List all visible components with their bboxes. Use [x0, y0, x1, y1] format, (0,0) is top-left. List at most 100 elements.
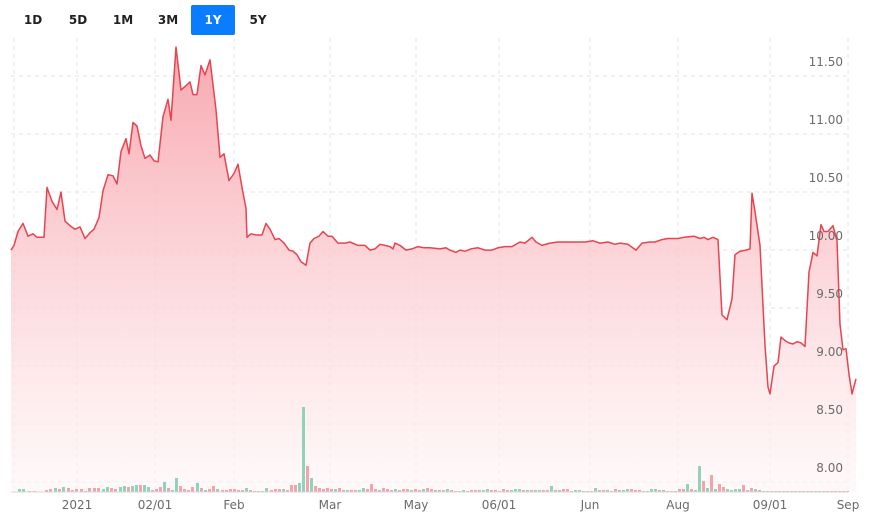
y-axis-tick-label: 9.00: [816, 345, 843, 359]
volume-bar: [410, 490, 413, 492]
volume-bar: [654, 489, 657, 492]
volume-bar: [542, 490, 545, 492]
volume-bar: [566, 489, 569, 492]
volume-bar: [298, 483, 301, 492]
volume-bar: [326, 488, 329, 492]
range-button-1y[interactable]: 1Y: [191, 5, 235, 35]
volume-bar: [196, 483, 199, 492]
volume-bar: [554, 490, 557, 492]
y-axis-tick-label: 9.50: [816, 287, 843, 301]
range-button-5y[interactable]: 5Y: [236, 5, 280, 35]
volume-bar: [630, 489, 633, 492]
volume-bar: [54, 488, 57, 492]
volume-bar: [155, 489, 158, 492]
volume-bar: [606, 490, 609, 492]
volume-bar: [426, 488, 429, 492]
volume-bar: [171, 490, 174, 492]
volume-bar: [106, 487, 109, 492]
volume-bar: [93, 488, 96, 492]
volume-bar: [314, 486, 317, 492]
volume-bar: [338, 488, 341, 492]
range-button-3m[interactable]: 3M: [146, 5, 190, 35]
volume-bar: [482, 490, 485, 492]
volume-bar: [422, 489, 425, 492]
volume-bar: [658, 490, 661, 492]
volume-bar: [602, 490, 605, 492]
x-axis-tick-label: 09/01: [753, 498, 788, 512]
volume-bar: [290, 485, 293, 492]
volume-bar: [578, 490, 581, 492]
volume-bar: [754, 489, 757, 492]
volume-bar: [229, 489, 232, 492]
volume-bar: [110, 488, 113, 492]
volume-bar: [200, 488, 203, 492]
volume-bar: [22, 489, 25, 492]
range-button-1d[interactable]: 1D: [11, 5, 55, 35]
x-axis-tick-label: 06/01: [482, 498, 517, 512]
volume-bar: [446, 489, 449, 492]
volume-bar: [614, 489, 617, 492]
volume-bar: [71, 490, 74, 492]
volume-bar: [722, 487, 725, 492]
volume-bar: [245, 488, 248, 492]
x-axis-tick-label: 2021: [62, 498, 93, 512]
volume-bar: [546, 490, 549, 492]
volume-bar: [462, 490, 465, 492]
volume-bar: [233, 489, 236, 492]
volume-bar: [225, 490, 228, 492]
volume-bar: [746, 490, 749, 492]
volume-bar: [430, 489, 433, 492]
volume-bar: [139, 485, 142, 492]
x-axis: 2021 02/01 Feb Mar May 06/01 Jun Aug 09/01 Sep: [62, 498, 860, 512]
volume-bar: [682, 489, 685, 492]
volume-bar: [221, 490, 224, 492]
volume-bar: [187, 490, 190, 492]
volume-bar: [474, 490, 477, 492]
volume-bar: [394, 489, 397, 492]
volume-bar: [726, 489, 729, 492]
range-button-1m[interactable]: 1M: [101, 5, 145, 35]
volume-bar: [618, 490, 621, 492]
x-axis-tick-label: May: [404, 498, 429, 512]
volume-bar: [18, 489, 21, 492]
volume-bar: [249, 490, 252, 492]
range-button-5d[interactable]: 5D: [56, 5, 100, 35]
volume-bar: [278, 489, 281, 492]
volume-bar: [698, 466, 701, 492]
volume-bar: [350, 490, 353, 492]
volume-bar: [538, 490, 541, 492]
volume-bars: [18, 407, 849, 492]
volume-bar: [558, 490, 561, 492]
x-axis-tick-label: Aug: [666, 498, 689, 512]
volume-bar: [594, 488, 597, 492]
volume-bar: [574, 490, 577, 492]
volume-bar: [241, 490, 244, 492]
volume-bar: [486, 489, 489, 492]
volume-bar: [80, 489, 83, 492]
volume-bar: [318, 488, 321, 492]
volume-bar: [119, 487, 122, 492]
volume-bar: [390, 490, 393, 492]
volume-bar: [212, 486, 215, 492]
volume-bar: [506, 490, 509, 492]
volume-bar: [374, 489, 377, 492]
volume-bar: [730, 490, 733, 492]
volume-bar: [526, 490, 529, 492]
volume-bar: [734, 489, 737, 492]
volume-bar: [159, 487, 162, 492]
volume-bar: [702, 481, 705, 492]
volume-bar: [282, 489, 285, 492]
volume-bar: [678, 489, 681, 492]
volume-bar: [67, 488, 70, 492]
volume-bar: [510, 490, 513, 492]
volume-bar: [143, 485, 146, 492]
volume-bar: [286, 490, 289, 492]
volume-bar: [216, 489, 219, 492]
volume-bar: [310, 478, 313, 492]
volume-bar: [414, 489, 417, 492]
volume-bar: [406, 489, 409, 492]
volume-bar: [502, 489, 505, 492]
volume-bar: [634, 490, 637, 492]
volume-bar: [402, 489, 405, 492]
